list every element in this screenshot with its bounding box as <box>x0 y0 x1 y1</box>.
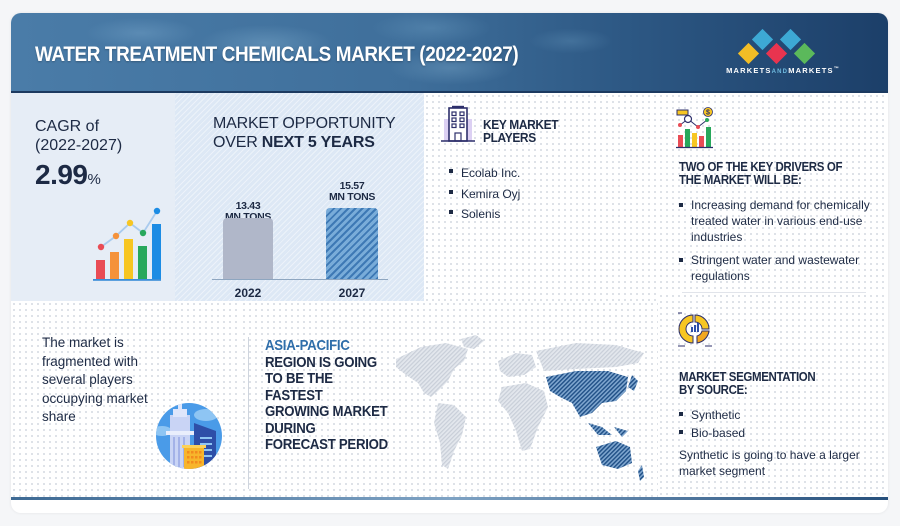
vertical-divider <box>248 337 249 489</box>
bar-2027 <box>326 208 378 279</box>
opportunity-title-over: OVER <box>213 134 262 151</box>
page-title: WATER TREATMENT CHEMICALS MARKET (2022-2… <box>35 43 519 66</box>
opportunity-bar-chart: 13.43 MN TONS 15.57 MN TONS 2022 2027 <box>175 93 424 301</box>
key-players-list: Ecolab Inc. Kemira Oyj Solenis <box>449 163 520 225</box>
key-drivers-heading: TWO OF THE KEY DRIVERS OF THE MARKET WIL… <box>679 161 842 187</box>
chart-baseline <box>212 279 388 280</box>
city-buildings-icon <box>156 403 222 469</box>
segment-item: Bio-based <box>679 424 745 442</box>
opportunity-title-line1: MARKET OPPORTUNITY <box>213 115 396 132</box>
bar-2022 <box>223 218 273 279</box>
opportunity-title-next-5-years: NEXT 5 YEARS <box>261 134 375 151</box>
bar-value-2027-unit: MN TONS <box>328 191 376 203</box>
player-item: Solenis <box>449 204 520 225</box>
svg-text:$: $ <box>706 110 710 117</box>
pie-segmentation-icon <box>678 312 712 347</box>
logo-text-left: MARKETS <box>726 66 772 75</box>
cagr-panel: CAGR of (2022-2027) 2.99% <box>11 93 175 301</box>
key-players-heading-line2: PLAYERS <box>483 130 536 145</box>
key-players-heading-line1: KEY MARKET <box>483 117 559 132</box>
header-banner: WATER TREATMENT CHEMICALS MARKET (2022-2… <box>11 13 888 93</box>
market-segmentation-panel: MARKET SEGMENTATION BY SOURCE: Synthetic… <box>658 293 888 497</box>
cagr-unit: % <box>87 171 101 188</box>
segmentation-heading: MARKET SEGMENTATION BY SOURCE: <box>679 370 816 397</box>
world-map-icon <box>396 335 644 481</box>
x-label-2027: 2027 <box>338 286 366 300</box>
segmentation-note: Synthetic is going to have a larger mark… <box>679 448 860 478</box>
cagr-label: CAGR of (2022-2027) <box>35 117 122 155</box>
key-drivers-list: Increasing demand for chemically treated… <box>679 197 879 291</box>
office-building-icon <box>441 105 475 142</box>
financial-analytics-icon: $ <box>676 107 713 149</box>
x-label-2022: 2022 <box>234 286 262 300</box>
growth-chart-icon <box>93 207 161 281</box>
cagr-number: 2.99 <box>35 159 88 190</box>
logo-text-right: MARKETS <box>788 66 834 75</box>
infographic-card: WATER TREATMENT CHEMICALS MARKET (2022-2… <box>11 13 888 513</box>
logo-trademark: ™ <box>833 66 840 72</box>
player-item: Ecolab Inc. <box>449 163 520 184</box>
opportunity-title: MARKET OPPORTUNITY OVER NEXT 5 YEARS <box>213 114 396 152</box>
bar-value-2022: 13.43 MN TONS <box>203 201 293 223</box>
driver-item: Stringent water and wastewater regulatio… <box>679 252 879 284</box>
key-drivers-heading-line1: TWO OF THE KEY DRIVERS OF <box>679 160 843 174</box>
cagr-label-period: (2022-2027) <box>35 137 123 154</box>
bar-value-2022-unit: MN TONS <box>224 211 272 223</box>
markets-and-markets-logo-icon <box>737 28 816 65</box>
bottom-accent-bar <box>11 497 888 500</box>
segmentation-heading-line2: BY SOURCE: <box>679 383 748 397</box>
logo-text-and: AND <box>771 69 789 75</box>
bar-value-2022-number: 13.43 <box>235 200 261 212</box>
region-statement-rest: REGION IS GOING TO BE THE FASTEST GROWIN… <box>265 353 388 453</box>
key-players-panel: KEY MARKET PLAYERS Ecolab Inc. Kemira Oy… <box>424 93 658 301</box>
key-players-heading: KEY MARKET PLAYERS <box>483 117 559 145</box>
key-drivers-panel: $ TWO OF THE KEY DRIVERS OF THE MARKET W… <box>658 93 888 293</box>
segment-item: Synthetic <box>679 406 745 424</box>
market-fragmentation-panel: The market is fragmented with several pl… <box>11 301 241 497</box>
segmentation-heading-line1: MARKET SEGMENTATION <box>679 370 816 384</box>
section-divider <box>682 292 866 293</box>
fragmentation-text: The market is fragmented with several pl… <box>42 335 148 424</box>
driver-item: Increasing demand for chemically treated… <box>679 197 879 245</box>
region-highlight: ASIA-PACIFIC <box>265 337 350 354</box>
player-item: Kemira Oyj <box>449 184 520 205</box>
cagr-label-line1: CAGR of <box>35 118 100 135</box>
fastest-growing-region-panel: ASIA-PACIFIC REGION IS GOING TO BE THE F… <box>241 301 658 497</box>
segmentation-list: Synthetic Bio-based <box>679 406 745 442</box>
logo-text: MARKETSANDMARKETS™ <box>713 66 853 75</box>
bar-value-2027-number: 15.57 <box>339 180 365 192</box>
region-statement: ASIA-PACIFIC REGION IS GOING TO BE THE F… <box>265 337 388 454</box>
market-opportunity-panel: MARKET OPPORTUNITY OVER NEXT 5 YEARS 13.… <box>175 93 424 301</box>
cagr-value: 2.99% <box>35 159 101 191</box>
bar-value-2027: 15.57 MN TONS <box>307 181 397 203</box>
key-drivers-heading-line2: THE MARKET WILL BE: <box>679 173 802 187</box>
